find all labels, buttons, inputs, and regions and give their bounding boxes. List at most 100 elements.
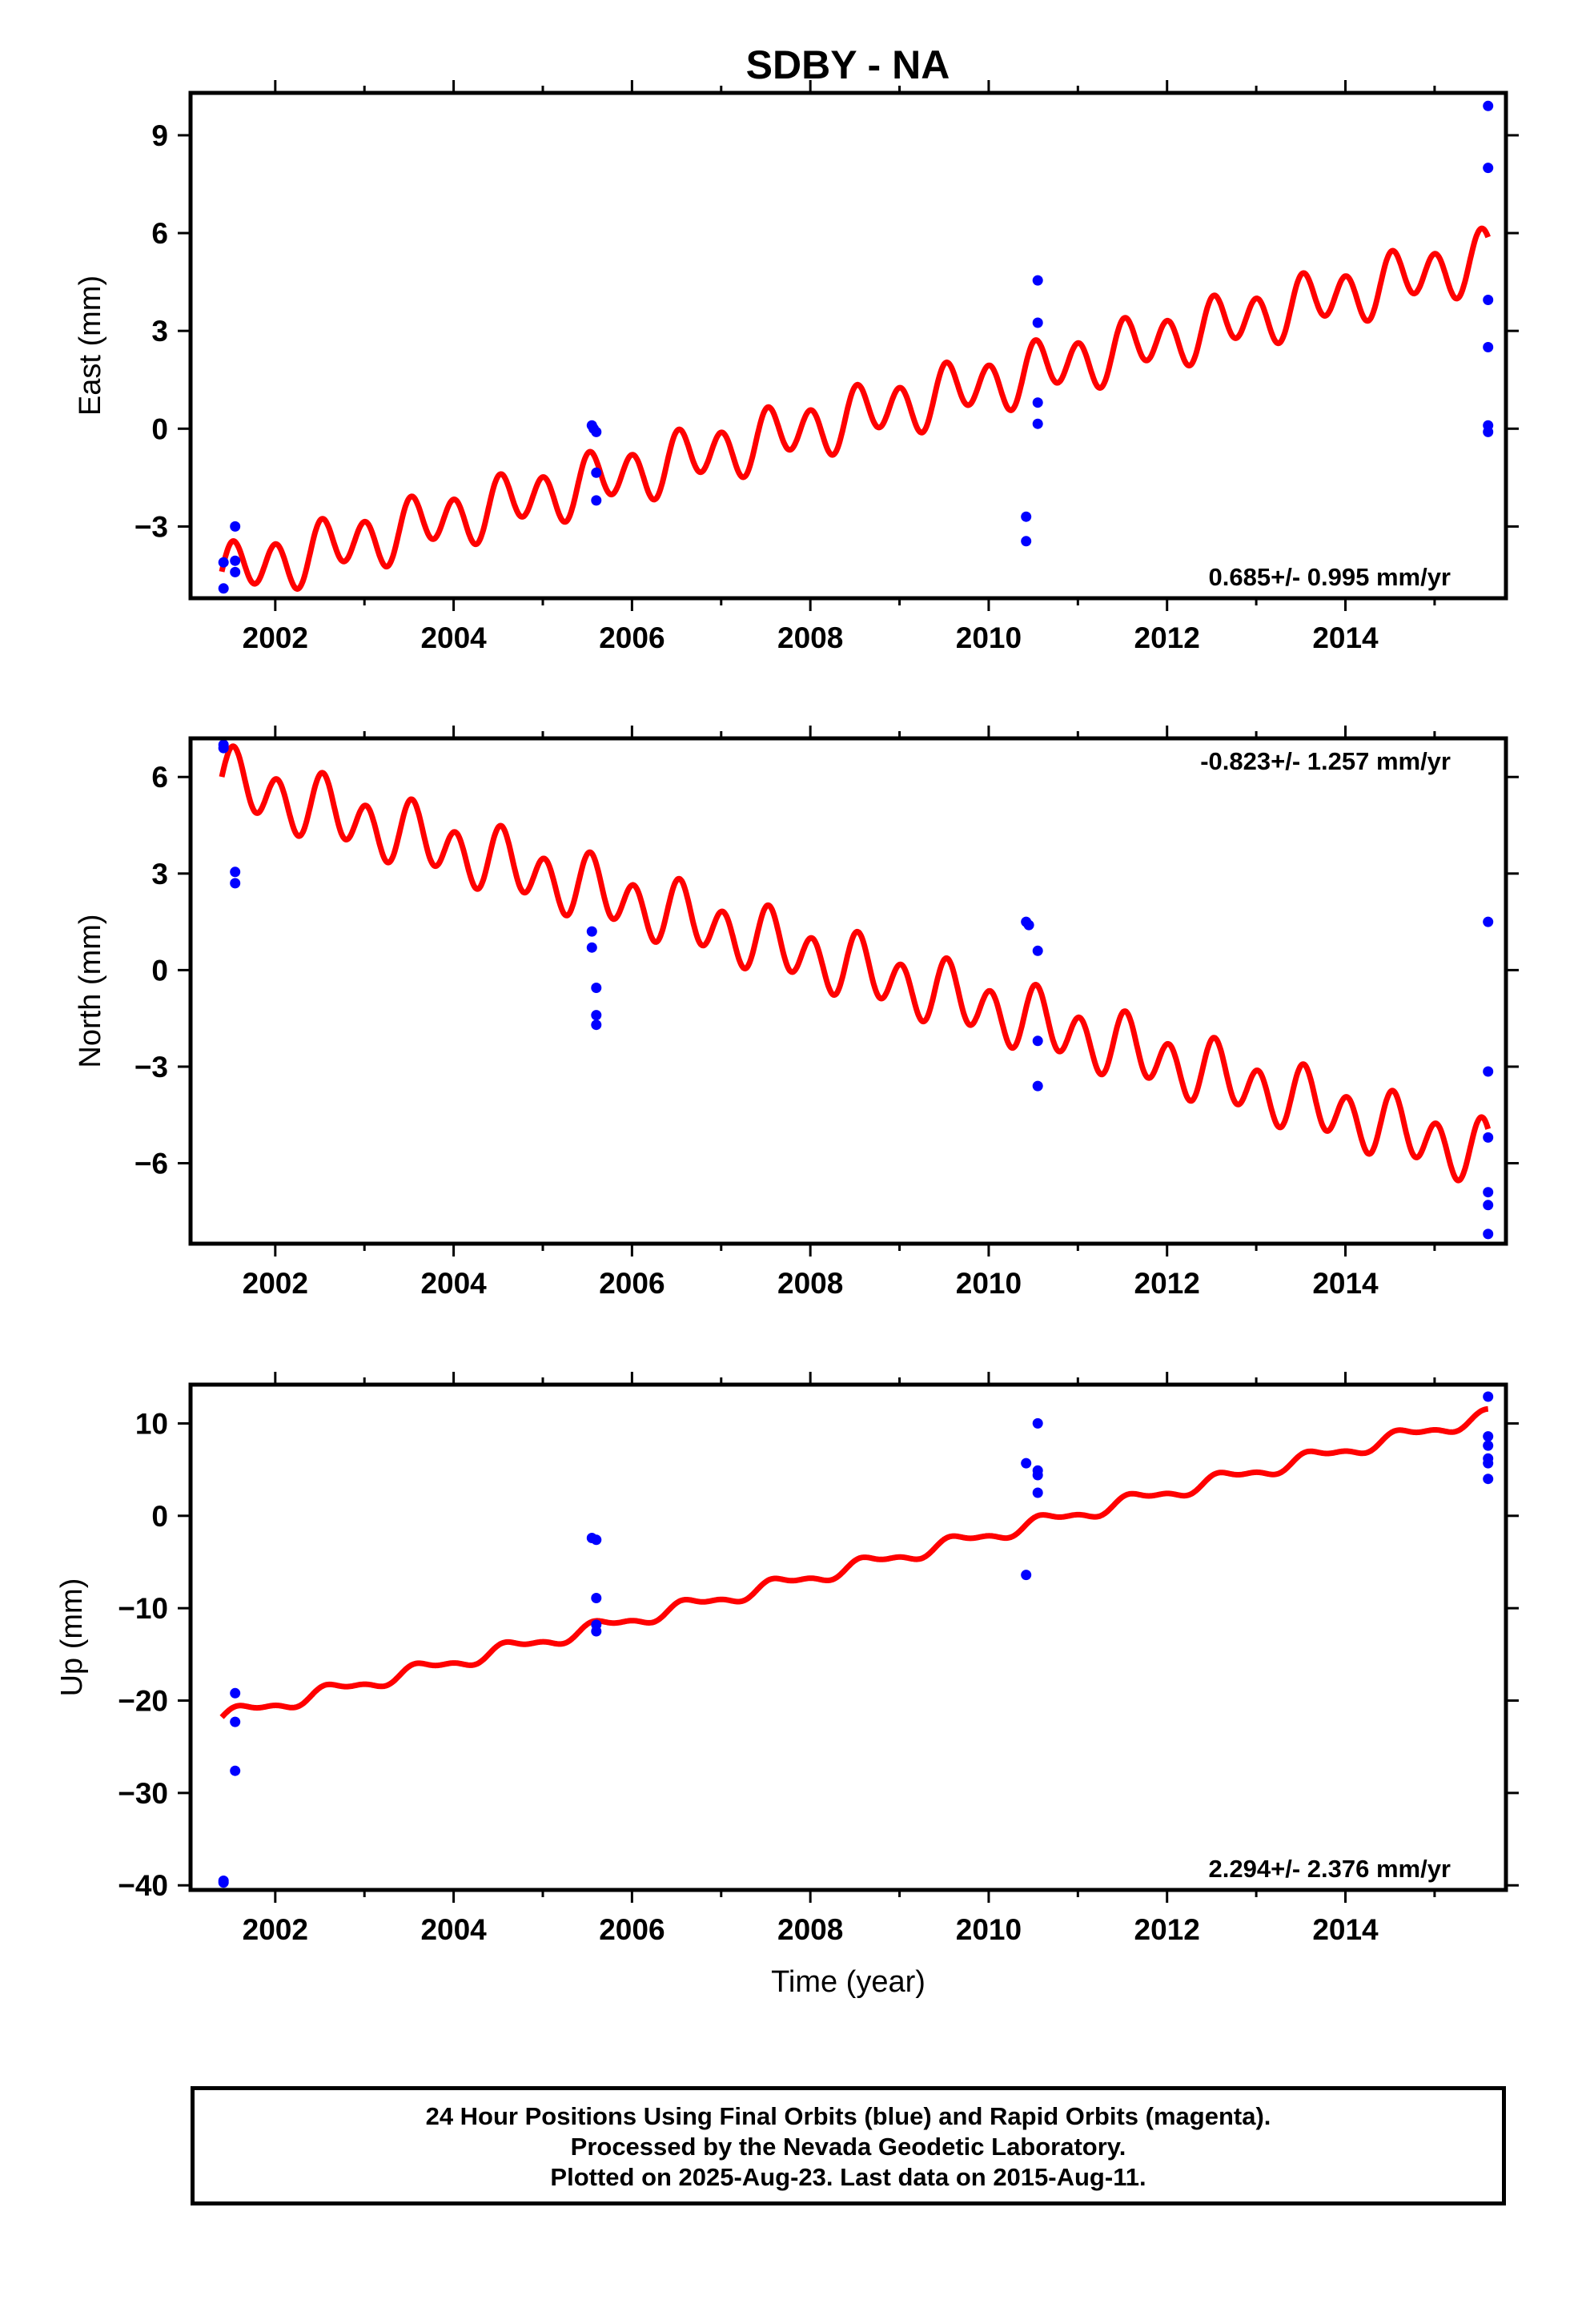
data-point bbox=[591, 1019, 602, 1031]
x-axis-label: Time (year) bbox=[771, 1965, 926, 1999]
data-point bbox=[1032, 397, 1043, 408]
data-point bbox=[218, 742, 229, 754]
x-tick-label: 2006 bbox=[599, 1913, 665, 1946]
data-point bbox=[1483, 1132, 1494, 1143]
data-point bbox=[586, 926, 597, 937]
data-point bbox=[591, 983, 602, 993]
data-point bbox=[1483, 1458, 1494, 1469]
data-point bbox=[230, 1687, 241, 1699]
y-tick-label: −30 bbox=[118, 1777, 168, 1810]
y-tick-label: 6 bbox=[151, 217, 168, 250]
data-point bbox=[230, 555, 241, 566]
y-tick-label: −10 bbox=[118, 1592, 168, 1625]
data-point bbox=[591, 1626, 602, 1637]
y-tick-label: −20 bbox=[118, 1685, 168, 1718]
data-point bbox=[1032, 1080, 1043, 1092]
plot-frame bbox=[188, 736, 1508, 1246]
data-point bbox=[1032, 275, 1043, 286]
data-point bbox=[1021, 536, 1032, 547]
y-axis-label: East (mm) bbox=[74, 275, 107, 416]
x-tick-label: 2008 bbox=[777, 1913, 843, 1946]
velocity-annotation: 0.685+/- 0.995 mm/yr bbox=[1209, 563, 1451, 591]
x-tick-label: 2010 bbox=[956, 621, 1022, 654]
data-point bbox=[1483, 295, 1494, 305]
data-point bbox=[1021, 1458, 1032, 1469]
model-fit-line bbox=[219, 1405, 1491, 1719]
data-point bbox=[230, 1716, 241, 1727]
data-point bbox=[230, 566, 241, 577]
data-point bbox=[218, 1877, 229, 1888]
data-point bbox=[1032, 945, 1043, 956]
y-tick-label: 0 bbox=[151, 412, 168, 445]
data-point bbox=[1023, 919, 1034, 931]
data-point bbox=[1032, 1417, 1043, 1429]
data-point bbox=[586, 942, 597, 953]
data-point bbox=[591, 495, 602, 506]
plot-frame bbox=[188, 90, 1508, 601]
x-tick-label: 2008 bbox=[777, 621, 843, 654]
x-tick-label: 2008 bbox=[777, 1267, 843, 1300]
y-tick-label: −40 bbox=[118, 1869, 168, 1902]
data-point bbox=[1483, 426, 1494, 437]
panel-3: 2002 2004 2006 2008 2010 2012 2014 −40 −30 −20 −10… bbox=[55, 1372, 1519, 1999]
data-point bbox=[1483, 100, 1494, 111]
y-tick-label: 3 bbox=[151, 315, 168, 348]
panel-2: 2002 2004 2006 2008 2010 2012 2014 −6 −3 0 3 6 North… bbox=[74, 726, 1519, 1300]
data-point bbox=[1483, 1066, 1494, 1077]
panel-1: 2002 2004 2006 2008 2010 2012 2014 −3 0 3 6 9 East (… bbox=[74, 80, 1519, 654]
x-tick-label: 2012 bbox=[1134, 1913, 1200, 1946]
y-axis-label: North (mm) bbox=[74, 914, 107, 1068]
data-point bbox=[1483, 1391, 1494, 1402]
data-point bbox=[1483, 1431, 1494, 1442]
y-tick-label: 0 bbox=[151, 1500, 168, 1533]
x-tick-label: 2014 bbox=[1312, 1267, 1379, 1300]
data-point bbox=[1483, 916, 1494, 927]
plot-frame bbox=[188, 1382, 1508, 1892]
x-tick-label: 2012 bbox=[1134, 621, 1200, 654]
data-point bbox=[1021, 511, 1032, 522]
data-point bbox=[1483, 1474, 1494, 1485]
data-point bbox=[1032, 1487, 1043, 1498]
data-point bbox=[1032, 1035, 1043, 1047]
data-point bbox=[591, 426, 602, 437]
caption-line-3: Plotted on 2025-Aug-23. Last data on 201… bbox=[550, 2163, 1146, 2191]
caption-line-2: Processed by the Nevada Geodetic Laborat… bbox=[570, 2133, 1126, 2161]
y-tick-label: 9 bbox=[151, 119, 168, 152]
data-point bbox=[230, 521, 241, 532]
y-axis-label: Up (mm) bbox=[55, 1578, 89, 1697]
x-tick-label: 2006 bbox=[599, 621, 665, 654]
y-tick-label: −6 bbox=[135, 1148, 168, 1180]
x-tick-label: 2010 bbox=[956, 1913, 1022, 1946]
x-tick-label: 2004 bbox=[420, 1267, 487, 1300]
data-point bbox=[230, 878, 241, 889]
velocity-annotation: 2.294+/- 2.376 mm/yr bbox=[1209, 1855, 1451, 1883]
data-point bbox=[591, 1010, 602, 1021]
y-tick-label: −3 bbox=[135, 510, 168, 543]
y-tick-label: 10 bbox=[135, 1407, 168, 1440]
y-tick-label: 3 bbox=[151, 858, 168, 891]
model-fit-line bbox=[219, 225, 1491, 592]
data-point bbox=[1032, 1470, 1043, 1481]
x-tick-label: 2012 bbox=[1134, 1267, 1200, 1300]
data-point bbox=[1021, 1570, 1032, 1581]
y-tick-label: −3 bbox=[135, 1051, 168, 1084]
data-point bbox=[1483, 342, 1494, 352]
x-tick-label: 2014 bbox=[1312, 621, 1379, 654]
caption-box: 24 Hour Positions Using Final Orbits (bl… bbox=[191, 2086, 1506, 2205]
data-point bbox=[1483, 163, 1494, 174]
x-tick-label: 2014 bbox=[1312, 1913, 1379, 1946]
data-point bbox=[591, 1593, 602, 1603]
x-tick-label: 2002 bbox=[243, 1267, 308, 1300]
x-tick-label: 2010 bbox=[956, 1267, 1022, 1300]
data-point bbox=[218, 557, 229, 568]
data-point bbox=[1483, 1228, 1494, 1240]
data-point bbox=[230, 1765, 241, 1776]
data-point bbox=[591, 1534, 602, 1546]
data-point bbox=[1032, 317, 1043, 328]
data-point bbox=[1483, 1200, 1494, 1211]
data-point bbox=[591, 467, 602, 478]
x-tick-label: 2004 bbox=[420, 1913, 487, 1946]
data-point bbox=[1483, 1187, 1494, 1198]
data-point bbox=[1483, 1440, 1494, 1451]
